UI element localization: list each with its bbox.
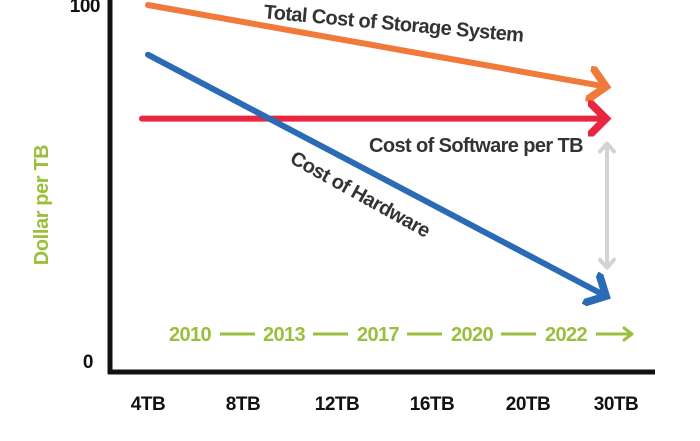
x-tick-label: 20TB [506, 394, 550, 415]
x-tick-label: 8TB [226, 394, 260, 415]
y-tick-label-max: 100 [70, 0, 100, 17]
timeline-year: 2022 [545, 324, 588, 346]
timeline-year: 2013 [263, 324, 306, 346]
series-label-software-cost: Cost of Software per TB [369, 135, 583, 157]
x-tick-label: 16TB [410, 394, 454, 415]
timeline-arrow-head [622, 326, 634, 342]
y-axis-label: Dollar per TB [31, 145, 53, 265]
x-tick-label: 30TB [594, 394, 638, 415]
gap-indicator-bottom-arrowhead [598, 257, 616, 270]
series-line-hardware-cost [145, 51, 606, 296]
series-line-total-cost [145, 2, 606, 87]
x-tick-label: 12TB [315, 394, 359, 415]
x-tick-label: 4TB [131, 394, 165, 415]
timeline-year: 2010 [169, 324, 212, 346]
y-tick-label-min: 0 [83, 352, 93, 373]
timeline: 2010 2013 2017 2020 2022 [169, 324, 634, 346]
timeline-year: 2017 [357, 324, 400, 346]
timeline-year: 2020 [451, 324, 494, 346]
series-label-total-cost: Total Cost of Storage System [263, 1, 525, 47]
gap-indicator-top-arrowhead [598, 141, 616, 154]
